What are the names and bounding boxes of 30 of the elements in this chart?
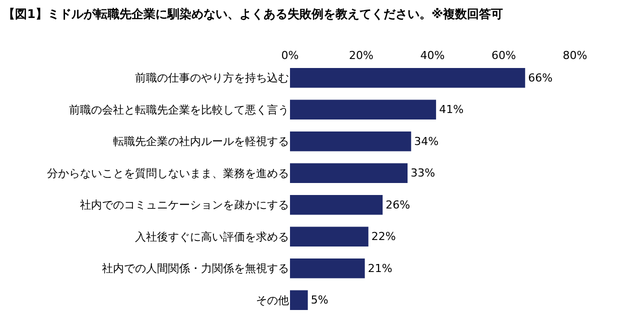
x-tick-label: 60% [492, 48, 516, 62]
y-tick-label: その他 [256, 294, 289, 307]
bar [290, 100, 436, 120]
y-tick-label: 社内でのコミュニケーションを疎かにする [80, 198, 289, 212]
bar [290, 258, 365, 278]
bar [290, 163, 408, 183]
data-label: 66% [528, 71, 553, 84]
y-tick-label: 分からないことを質問しないまま、業務を進める [47, 166, 289, 180]
data-label: 26% [386, 198, 410, 212]
bar [290, 195, 383, 215]
y-tick-label: 前職の会社と転職先企業を比較して悪く言う [69, 103, 289, 116]
data-label: 34% [414, 134, 439, 148]
x-tick-label: 20% [349, 48, 374, 62]
y-tick-label: 社内での人間関係・力関係を無視する [102, 262, 289, 276]
bar [290, 68, 526, 88]
data-label: 33% [410, 166, 436, 180]
data-label: 5% [310, 294, 328, 307]
y-tick-label: 入社後すぐに高い評価を求める [135, 230, 289, 244]
data-label: 21% [368, 262, 392, 275]
bar [290, 290, 308, 310]
x-tick-label: 40% [420, 48, 445, 62]
chart-title: 【図1】ミドルが転職先企業に馴染めない、よくある失敗例を教えてください。※複数回答可 [3, 7, 504, 22]
y-tick-label: 転職先企業の社内ルールを軽視する [113, 135, 289, 148]
y-tick-label: 前職の仕事のやり方を持ち込む [135, 72, 289, 85]
x-tick-label: 80% [562, 48, 588, 62]
x-tick-label: 0% [281, 48, 299, 62]
data-label: 22% [371, 230, 396, 244]
data-label: 41% [439, 103, 464, 116]
bar [290, 226, 368, 246]
bar [290, 132, 412, 152]
